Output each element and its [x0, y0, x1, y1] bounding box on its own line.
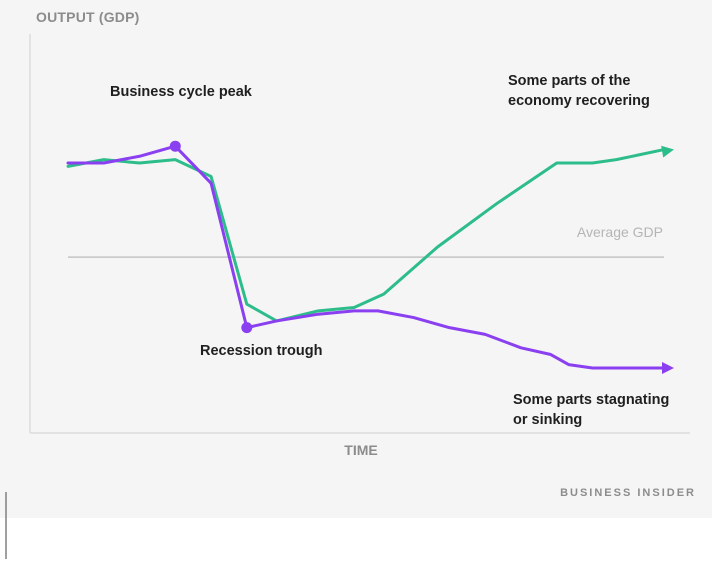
- recovering-annotation-line-2: economy recovering: [508, 93, 650, 109]
- x-axis-label: TIME: [344, 442, 377, 458]
- peak-label: Business cycle peak: [110, 84, 253, 100]
- brand-logo-text: BUSINESS INSIDER: [560, 487, 696, 499]
- stagnating-annotation-line-1: Some parts stagnating: [513, 392, 669, 408]
- trough-label: Recession trough: [200, 343, 322, 359]
- stagnating-annotation-line-2: or sinking: [513, 412, 582, 428]
- recovering-annotation-line-1: Some parts of the: [508, 73, 630, 89]
- y-axis-label: OUTPUT (GDP): [36, 9, 140, 25]
- peak-point: [170, 141, 181, 152]
- trough-point: [241, 322, 252, 333]
- average-gdp-label: Average GDP: [577, 224, 663, 240]
